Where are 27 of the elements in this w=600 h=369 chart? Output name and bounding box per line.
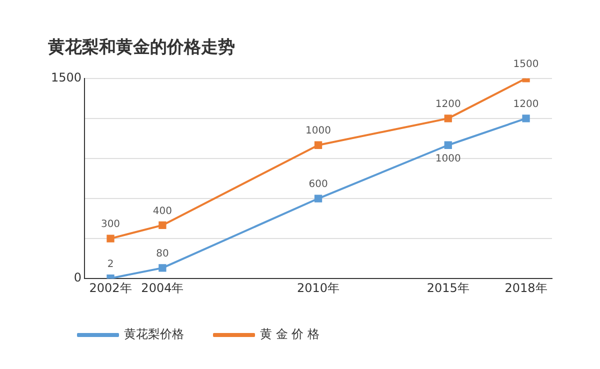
data-label: 80: [156, 248, 169, 260]
x-tick-label: 2010年: [296, 280, 340, 295]
x-tick-label: 2004年: [141, 280, 184, 295]
chart-title: 黄花梨和黄金的价格走势: [47, 38, 235, 58]
data-label: 1000: [435, 154, 461, 165]
x-tick-label: 2002年: [89, 280, 132, 295]
point: [444, 141, 452, 149]
data-label: 300: [100, 219, 120, 230]
point: [444, 114, 452, 122]
data-label: 1500: [513, 58, 539, 70]
point: [314, 194, 322, 202]
point: [522, 114, 530, 122]
data-label: 1200: [435, 99, 461, 110]
y-tick-label: 0: [74, 270, 82, 285]
point: [106, 234, 114, 242]
data-label: 600: [308, 179, 328, 190]
data-label: 400: [152, 206, 172, 217]
data-label: 1000: [306, 126, 331, 137]
data-label: 1200: [513, 99, 539, 110]
x-tick-label: 2018年: [504, 280, 548, 295]
data-label: 2: [107, 258, 114, 270]
x-tick-label: 2015年: [426, 280, 470, 295]
legend-label: 黄花梨价格: [124, 327, 184, 342]
legend-label: 黄 金 价 格: [260, 327, 320, 342]
point: [158, 264, 166, 272]
point: [158, 221, 166, 230]
point: [314, 141, 322, 149]
